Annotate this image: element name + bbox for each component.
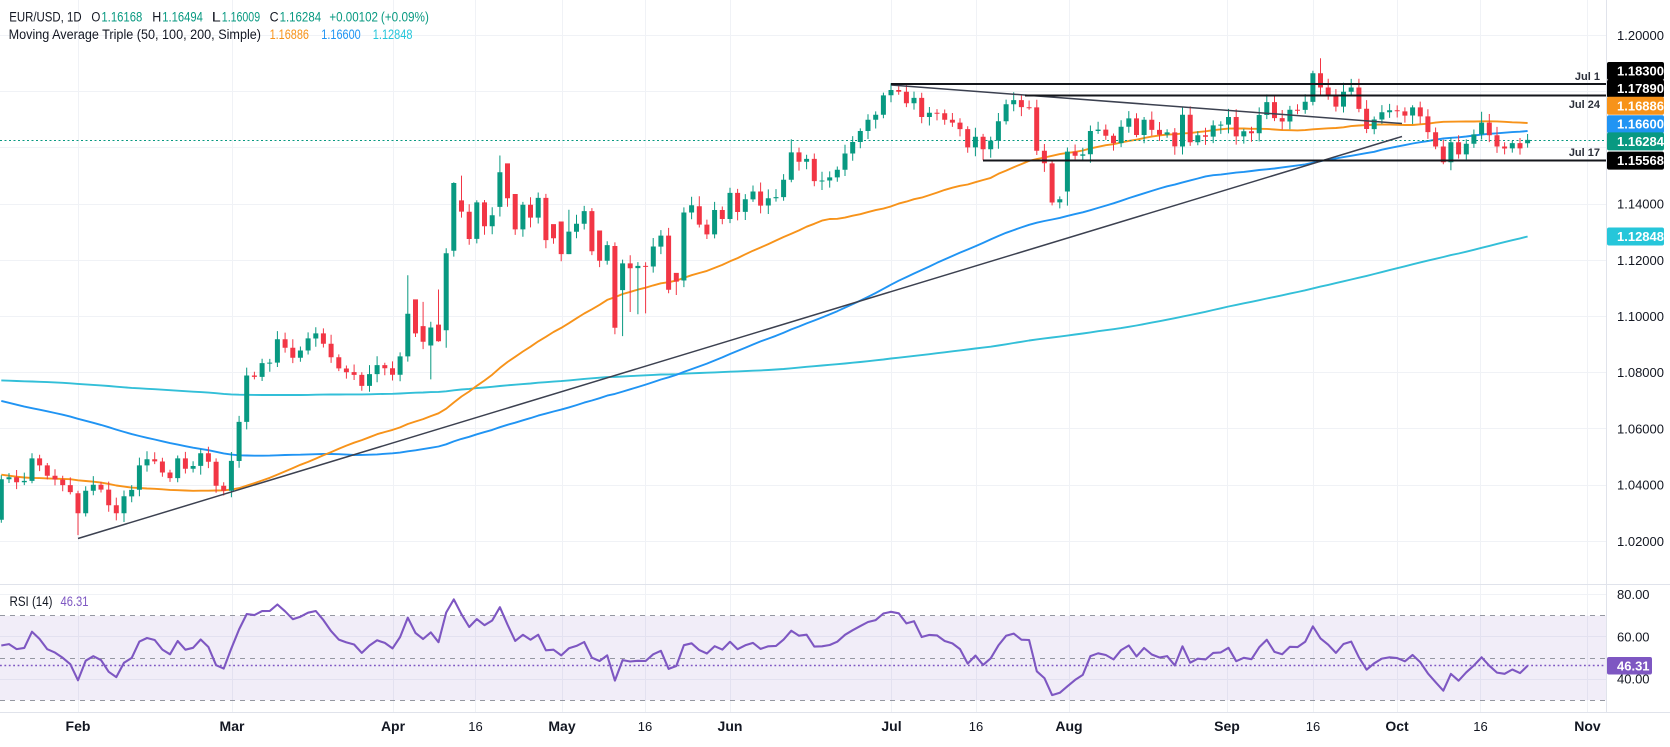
svg-text:1.16600: 1.16600: [1617, 117, 1664, 132]
svg-text:1.16886: 1.16886: [270, 27, 309, 42]
svg-text:EUR/USD, 1D: EUR/USD, 1D: [9, 10, 82, 25]
svg-text:1.20000: 1.20000: [1617, 28, 1664, 43]
svg-text:Nov: Nov: [1574, 718, 1601, 734]
svg-text:Jul 1: Jul 1: [1575, 71, 1600, 83]
svg-text:+0.00102: +0.00102: [329, 10, 378, 25]
svg-text:1.18300: 1.18300: [1617, 64, 1664, 79]
svg-text:16: 16: [638, 719, 652, 734]
svg-text:1.02000: 1.02000: [1617, 534, 1664, 549]
svg-text:Apr: Apr: [381, 718, 406, 734]
svg-text:Oct: Oct: [1385, 718, 1409, 734]
svg-text:Sep: Sep: [1214, 718, 1240, 734]
svg-text:46.31: 46.31: [61, 594, 89, 609]
svg-text:1.16009: 1.16009: [222, 10, 260, 25]
svg-text:1.10000: 1.10000: [1617, 309, 1664, 324]
svg-text:RSI (14): RSI (14): [10, 594, 53, 609]
svg-text:1.12848: 1.12848: [373, 27, 413, 42]
svg-text:1.06000: 1.06000: [1617, 421, 1664, 436]
svg-text:1.04000: 1.04000: [1617, 478, 1664, 493]
svg-text:May: May: [548, 718, 575, 734]
svg-text:1.16886: 1.16886: [1617, 98, 1664, 113]
svg-text:Moving Average Triple (50, 100: Moving Average Triple (50, 100, 200, Sim…: [9, 27, 261, 42]
svg-text:1.15568: 1.15568: [1617, 153, 1664, 168]
svg-text:1.16600: 1.16600: [321, 27, 360, 42]
svg-text:Jul 24: Jul 24: [1569, 99, 1601, 111]
svg-text:Aug: Aug: [1055, 718, 1082, 734]
svg-text:1.16284: 1.16284: [1617, 134, 1665, 149]
svg-text:1.16494: 1.16494: [162, 10, 203, 25]
svg-text:40.00: 40.00: [1617, 672, 1650, 687]
svg-text:80.00: 80.00: [1617, 587, 1650, 602]
svg-text:1.08000: 1.08000: [1617, 365, 1664, 380]
svg-text:46.31: 46.31: [1617, 658, 1650, 673]
svg-text:1.12000: 1.12000: [1617, 253, 1664, 268]
svg-text:1.14000: 1.14000: [1617, 197, 1664, 212]
svg-text:Mar: Mar: [220, 718, 245, 734]
svg-text:16: 16: [969, 719, 983, 734]
svg-text:16: 16: [468, 719, 482, 734]
svg-text:60.00: 60.00: [1617, 629, 1650, 644]
svg-text:Jul: Jul: [881, 718, 901, 734]
svg-text:C: C: [270, 10, 279, 25]
svg-text:16: 16: [1306, 719, 1320, 734]
svg-text:Jun: Jun: [718, 718, 743, 734]
svg-text:H: H: [152, 10, 161, 25]
svg-text:1.17890: 1.17890: [1617, 81, 1664, 96]
svg-text:L: L: [212, 10, 222, 25]
svg-text:(+0.09%): (+0.09%): [381, 10, 429, 25]
svg-text:1.16168: 1.16168: [101, 10, 142, 25]
svg-text:Jul 17: Jul 17: [1569, 147, 1600, 159]
svg-text:1.12848: 1.12848: [1617, 229, 1664, 244]
svg-text:O: O: [91, 10, 100, 25]
svg-text:Feb: Feb: [66, 718, 91, 734]
svg-text:16: 16: [1473, 719, 1487, 734]
svg-text:1.16284: 1.16284: [280, 10, 322, 25]
